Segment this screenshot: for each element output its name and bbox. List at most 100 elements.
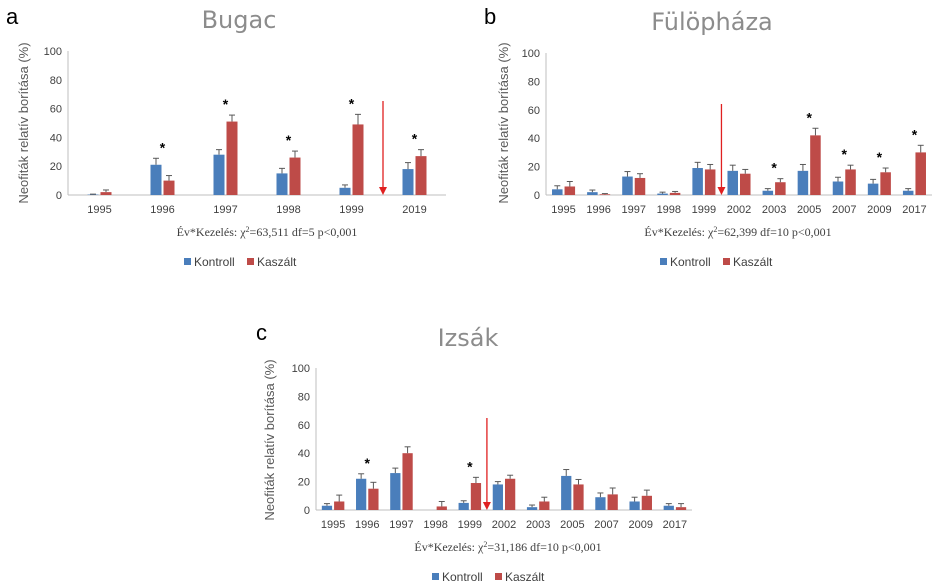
bar-kontroll <box>561 475 572 510</box>
significance-star: * <box>412 131 418 147</box>
bar-kontroll <box>867 183 879 195</box>
bar-kaszalt <box>368 488 379 510</box>
bar-kaszalt <box>704 169 716 195</box>
x-tick-label: 2007 <box>832 204 856 216</box>
significance-star: * <box>365 455 371 471</box>
bar-kontroll <box>526 507 538 510</box>
bar-kaszalt <box>163 180 175 195</box>
x-tick-label: 2005 <box>560 519 584 531</box>
x-tick-label: 2007 <box>594 519 618 531</box>
y-tick-label: 0 <box>56 190 62 202</box>
chart-panel-c: c Izsák Neofiták relatív borítása (%) 0 20 40… <box>256 320 692 584</box>
legend-label: Kontroll <box>194 255 235 269</box>
bar-kontroll <box>402 169 414 195</box>
x-tick-label: 1996 <box>355 519 379 531</box>
legend-swatch-kontroll <box>660 258 667 265</box>
legend-swatch-kontroll <box>432 573 439 580</box>
bar-kaszalt <box>810 135 821 195</box>
x-tick-label: 1995 <box>87 204 111 216</box>
bar-kaszalt <box>740 173 751 195</box>
significance-star: * <box>842 146 848 162</box>
significance-star: * <box>912 126 918 142</box>
bar-kaszalt <box>675 507 687 510</box>
x-tick-label: 2002 <box>727 204 751 216</box>
bar-kontroll <box>150 164 162 195</box>
legend-label: Kaszált <box>505 570 545 584</box>
y-axis-label: Neofiták relatív borítása (%) <box>16 42 31 203</box>
bar-kaszalt <box>915 152 926 195</box>
bar-kaszalt <box>100 192 112 195</box>
bar-kaszalt <box>880 172 891 195</box>
significance-star: * <box>771 160 777 176</box>
bar-kontroll <box>629 501 640 510</box>
x-tick-label: 1997 <box>621 204 645 216</box>
x-tick-label: 1998 <box>423 519 447 531</box>
bar-kaszalt <box>564 186 576 195</box>
x-tick-label: 2017 <box>902 204 926 216</box>
x-tick-label: 2005 <box>797 204 821 216</box>
significance-star: * <box>160 139 166 155</box>
significance-star: * <box>877 149 883 165</box>
bar-kontroll <box>390 473 401 510</box>
legend-label: Kontroll <box>670 255 711 269</box>
x-tick-label: 1997 <box>213 204 237 216</box>
bar-kontroll <box>339 187 351 195</box>
legend-label: Kaszált <box>733 255 773 269</box>
statistics-text: Év*Kezelés: χ2=62,399 df=10 p<0,001 <box>644 225 831 240</box>
legend-swatch-kaszalt <box>723 258 730 265</box>
significance-star: * <box>223 96 229 112</box>
chart-title: Izsák <box>438 324 499 352</box>
panel-letter: b <box>484 4 496 29</box>
bar-kaszalt <box>334 501 345 510</box>
y-axis-label: Neofiták relatív borítása (%) <box>262 359 277 520</box>
bar-kaszalt <box>641 495 652 510</box>
significance-star: * <box>806 109 812 125</box>
y-tick-label: 60 <box>50 104 62 116</box>
x-tick-label: 1996 <box>586 204 610 216</box>
y-tick-label: 100 <box>522 48 540 60</box>
x-tick-label: 2019 <box>402 204 426 216</box>
panel-letter: c <box>256 320 267 345</box>
legend-label: Kaszált <box>257 255 297 269</box>
y-tick-label: 0 <box>534 190 540 202</box>
bar-kaszalt <box>775 182 786 195</box>
bar-kaszalt <box>505 478 516 510</box>
y-tick-label: 20 <box>528 162 540 174</box>
bar-kaszalt <box>352 124 364 195</box>
x-tick-label: 1995 <box>551 204 575 216</box>
bar-kaszalt <box>669 192 681 195</box>
bar-kaszalt <box>289 157 301 195</box>
x-tick-label: 1997 <box>389 519 413 531</box>
y-tick-label: 0 <box>304 505 310 517</box>
x-tick-label: 2003 <box>526 519 550 531</box>
bar-kontroll <box>692 168 703 195</box>
bar-kaszalt <box>573 484 584 510</box>
legend-swatch-kontroll <box>184 258 191 265</box>
bar-kontroll <box>797 170 809 195</box>
y-tick-label: 40 <box>528 133 540 145</box>
bar-kaszalt <box>539 501 550 510</box>
bar-kontroll <box>356 478 367 510</box>
x-tick-label: 1998 <box>276 204 300 216</box>
y-tick-label: 20 <box>298 477 310 489</box>
significance-star: * <box>467 458 473 474</box>
x-tick-label: 2009 <box>867 204 891 216</box>
bar-kaszalt <box>415 156 427 195</box>
x-tick-label: 1995 <box>321 519 345 531</box>
chart-panel-a: a Bugac Neofiták relatív borítása (%) 0 20 40… <box>6 4 446 269</box>
bar-kaszalt <box>402 453 413 510</box>
bar-kaszalt <box>470 483 482 510</box>
bar-kontroll <box>492 484 503 510</box>
x-tick-label: 2003 <box>762 204 786 216</box>
bar-kontroll <box>587 192 598 195</box>
legend-label: Kontroll <box>442 570 483 584</box>
y-tick-label: 40 <box>298 448 310 460</box>
bar-kaszalt <box>607 494 618 510</box>
significance-star: * <box>349 95 355 111</box>
bar-kontroll <box>663 505 674 510</box>
y-axis-label: Neofiták relatív borítása (%) <box>496 42 511 203</box>
y-tick-label: 60 <box>298 420 310 432</box>
bar-kontroll <box>276 173 288 195</box>
y-tick-label: 80 <box>50 75 62 87</box>
